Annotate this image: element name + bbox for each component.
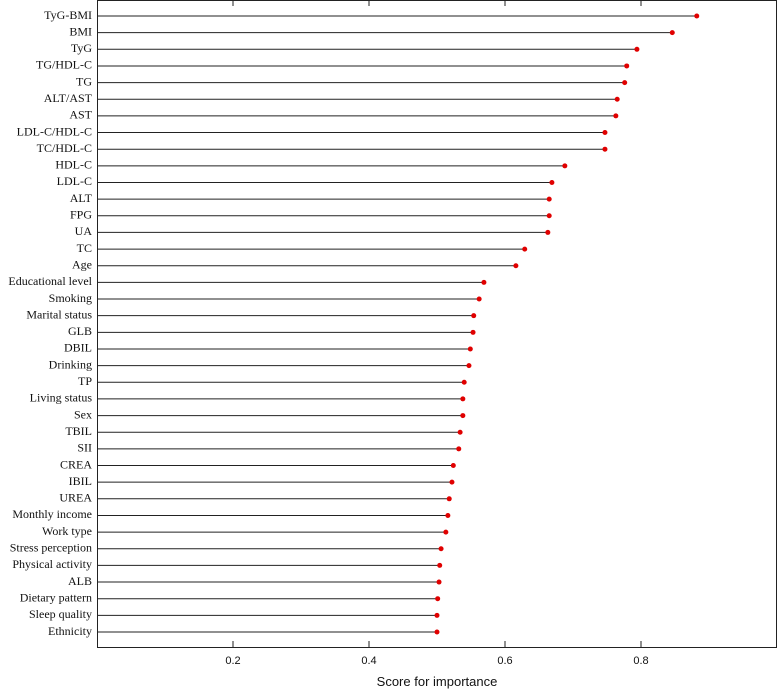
y-tick-label: FPG (70, 208, 92, 222)
y-tick-label: UREA (59, 491, 92, 505)
y-tick-label: UA (75, 224, 93, 238)
dot (545, 229, 551, 235)
y-tick-label: Ethnicity (48, 624, 92, 638)
dot (614, 96, 620, 102)
y-tick-label: TBIL (65, 424, 92, 438)
dot (522, 246, 528, 252)
dot (434, 629, 440, 635)
y-tick-label: HDL-C (55, 158, 92, 172)
y-tick-label: TC (77, 241, 92, 255)
dot (602, 130, 608, 136)
dot (438, 546, 444, 552)
dot (460, 413, 466, 419)
dot (613, 113, 619, 119)
x-tick-label: 0.6 (497, 655, 512, 667)
x-tick-label: 0.2 (225, 655, 240, 667)
dot (449, 479, 455, 485)
dot (546, 196, 552, 202)
dot (694, 13, 700, 19)
x-tick-label: 0.4 (361, 655, 376, 667)
dot (470, 329, 476, 335)
y-tick-label: GLB (68, 324, 92, 338)
dot (669, 30, 675, 36)
dot (471, 313, 477, 319)
y-tick-label: Age (72, 257, 92, 271)
y-tick-label: LDL-C (57, 174, 92, 188)
dot (435, 596, 441, 602)
y-tick-label: Educational level (8, 274, 92, 288)
dot (466, 363, 472, 369)
y-tick-label: Physical activity (12, 557, 92, 571)
dot (513, 263, 519, 269)
y-tick-label: Sleep quality (29, 607, 92, 621)
y-tick-label: CREA (60, 457, 92, 471)
y-tick-label: ALT (70, 191, 93, 205)
y-tick-label: Marital status (26, 307, 92, 321)
dot (476, 296, 482, 302)
dot (457, 429, 463, 435)
plot-frame (97, 0, 777, 648)
y-tick-label: TyG-BMI (44, 8, 92, 22)
dot (481, 279, 487, 285)
dot (456, 446, 462, 452)
y-tick-label: ALT/AST (44, 91, 93, 105)
y-tick-label: TP (78, 374, 92, 388)
y-tick-label: SII (77, 441, 92, 455)
dot (446, 496, 452, 502)
y-tick-label: Dietary pattern (20, 590, 92, 604)
y-tick-label: TG/HDL-C (36, 58, 92, 72)
dot (634, 46, 640, 52)
x-axis-label: Score for importance (377, 674, 498, 689)
y-tick-label: ALB (68, 574, 92, 588)
y-tick-label: Monthly income (12, 507, 92, 521)
y-tick-label: Stress perception (10, 541, 92, 555)
y-tick-label: LDL-C/HDL-C (17, 124, 92, 138)
y-tick-label: IBIL (69, 474, 92, 488)
dot (622, 80, 628, 86)
dot (443, 529, 449, 535)
dot (436, 579, 442, 585)
dot (562, 163, 568, 169)
dot (624, 63, 630, 69)
y-tick-label: BMI (69, 24, 92, 38)
y-tick-label: AST (69, 108, 92, 122)
x-tick-label: 0.8 (633, 655, 648, 667)
dot (549, 179, 555, 185)
dot (602, 146, 608, 152)
dot (437, 562, 443, 568)
y-tick-label: Sex (74, 407, 92, 421)
y-tick-label: Work type (42, 524, 92, 538)
dot (450, 463, 456, 469)
y-tick-label: Living status (30, 391, 93, 405)
y-tick-label: Drinking (49, 357, 92, 371)
y-tick-label: DBIL (64, 341, 92, 355)
dot (445, 512, 451, 518)
y-tick-label: Smoking (49, 291, 92, 305)
dot (546, 213, 552, 219)
dot (467, 346, 473, 352)
y-tick-label: TC/HDL-C (37, 141, 92, 155)
y-tick-label: TyG (71, 41, 92, 55)
dot (461, 379, 467, 385)
dot (434, 612, 440, 618)
y-tick-label: TG (76, 74, 92, 88)
dot (460, 396, 466, 402)
